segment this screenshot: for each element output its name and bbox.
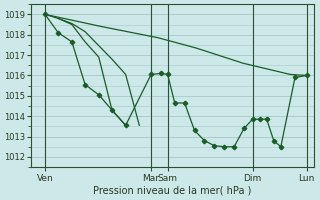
X-axis label: Pression niveau de la mer( hPa ): Pression niveau de la mer( hPa ) xyxy=(93,186,252,196)
